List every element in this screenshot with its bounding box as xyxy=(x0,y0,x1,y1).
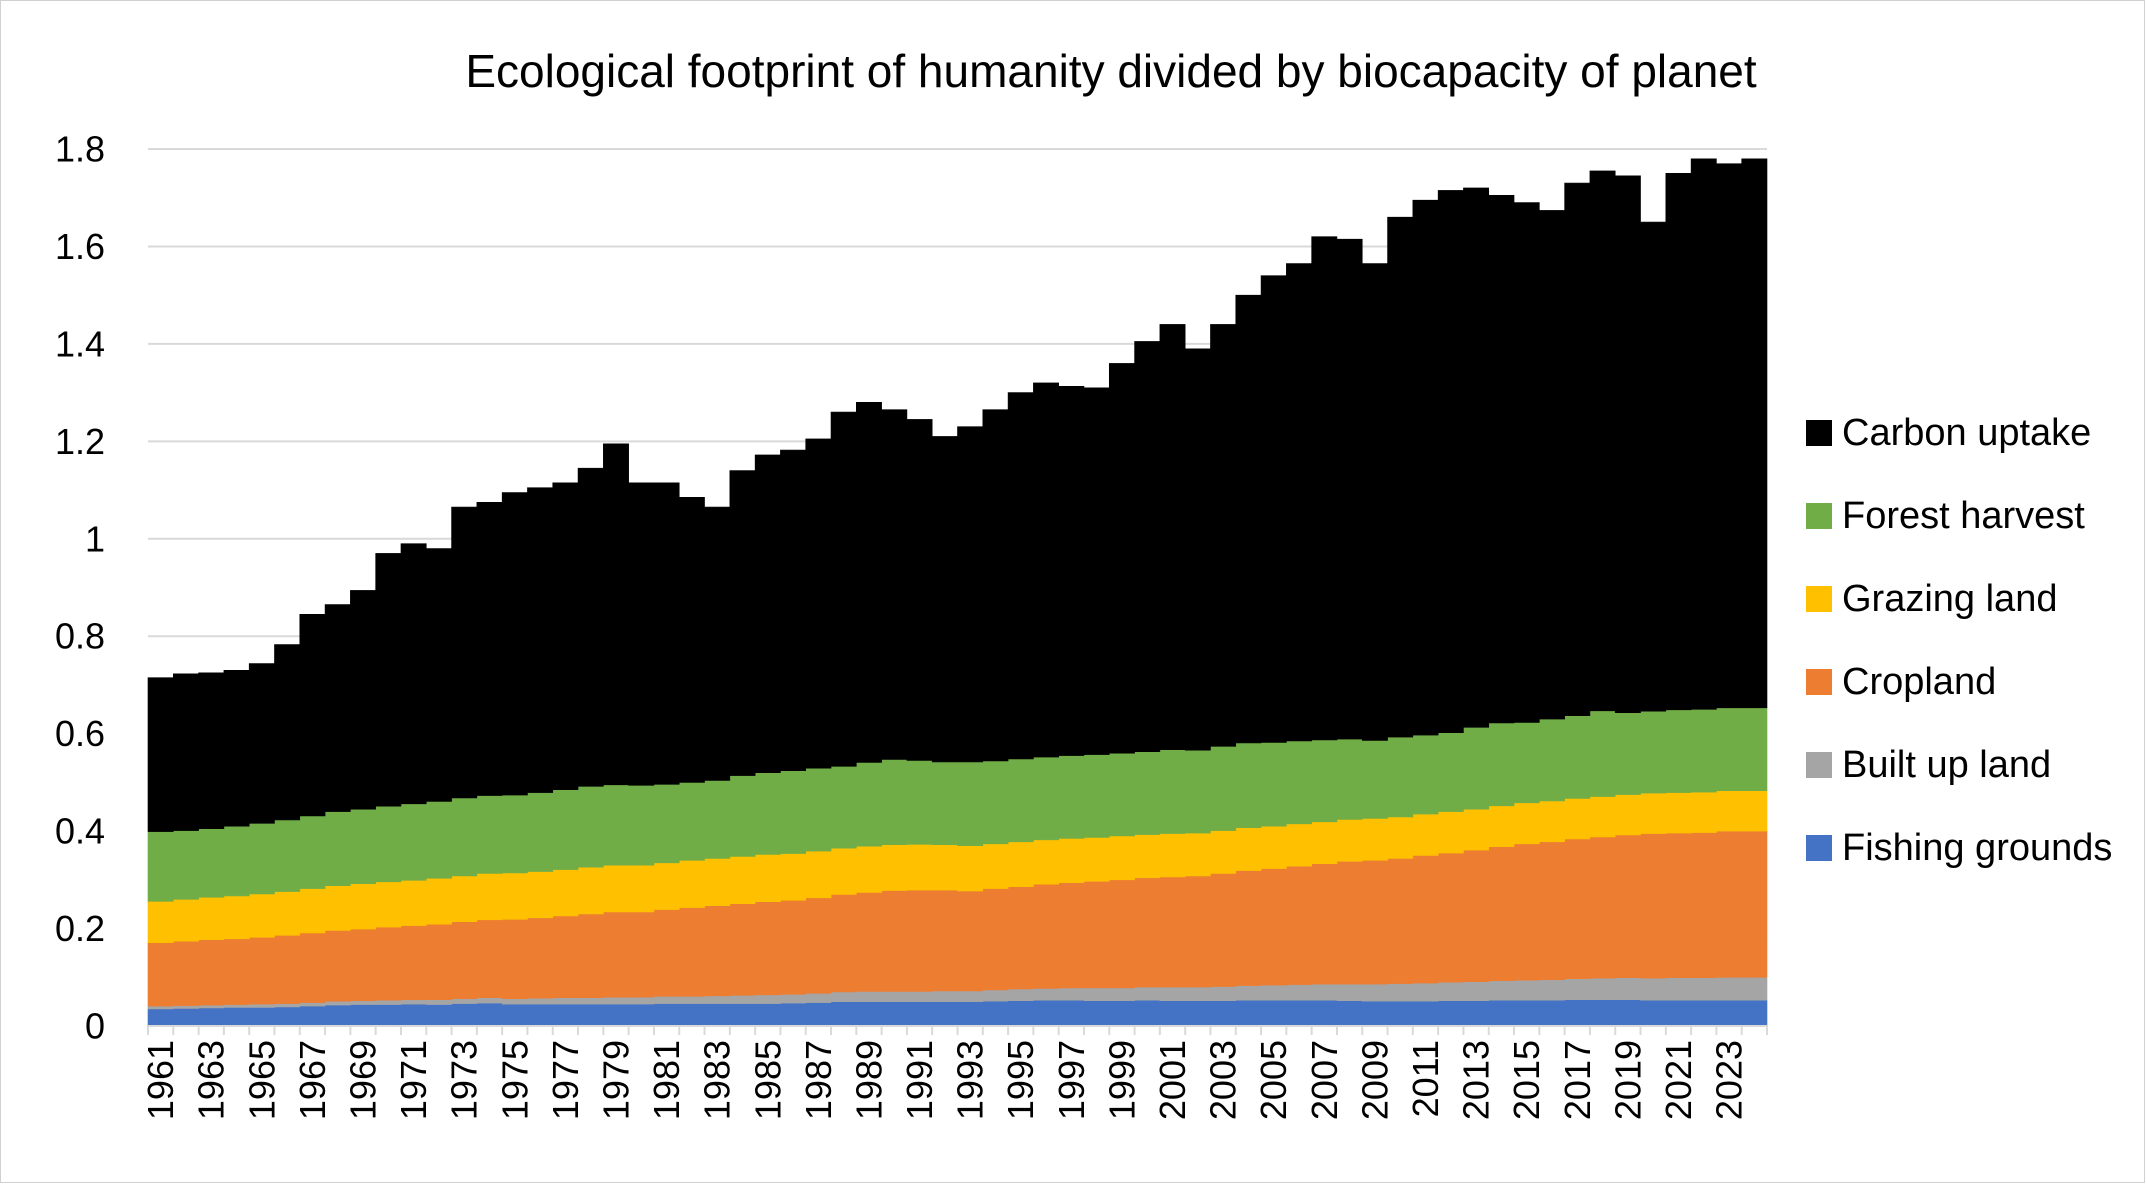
x-tick-label-1987: 1987 xyxy=(798,1040,839,1120)
y-tick-label-6: 1.2 xyxy=(55,421,105,462)
x-tick-label-1971: 1971 xyxy=(393,1040,434,1120)
legend-swatch-carbon-uptake xyxy=(1806,420,1832,446)
x-tick-label-1993: 1993 xyxy=(950,1040,991,1120)
y-tick-label-8: 1.6 xyxy=(55,226,105,267)
legend-label-carbon-uptake: Carbon uptake xyxy=(1842,412,2091,454)
x-tick-label-1991: 1991 xyxy=(899,1040,940,1120)
x-tick-label-2017: 2017 xyxy=(1557,1040,1598,1120)
area-carbon-uptake xyxy=(147,158,1768,832)
y-axis: 0 0.2 0.4 0.6 0.8 1 1.2 1.4 1.6 1.8 xyxy=(55,129,105,1047)
legend-label-cropland: Cropland xyxy=(1842,661,1996,703)
x-tick-label-1997: 1997 xyxy=(1051,1040,1092,1120)
legend-item-carbon-uptake: Carbon uptake xyxy=(1806,412,2091,454)
x-tick-label-1989: 1989 xyxy=(848,1040,889,1120)
legend-swatch-forest-harvest xyxy=(1806,503,1832,529)
x-tick-label-2019: 2019 xyxy=(1607,1040,1648,1120)
x-tick-label-2003: 2003 xyxy=(1203,1040,1244,1120)
x-tick-label-2011: 2011 xyxy=(1405,1040,1446,1117)
x-tick-label-2023: 2023 xyxy=(1709,1040,1750,1120)
legend-label-grazing-land: Grazing land xyxy=(1842,578,2057,620)
y-tick-label-7: 1.4 xyxy=(55,323,105,364)
legend-label-fishing-grounds: Fishing grounds xyxy=(1842,827,2112,869)
x-axis: 1961 1963 1965 1967 1969 1971 1973 1975 1977 1979… xyxy=(140,1025,1768,1120)
legend-item-cropland: Cropland xyxy=(1806,661,1996,703)
x-tick-label-2015: 2015 xyxy=(1506,1040,1547,1120)
x-tick-label-1975: 1975 xyxy=(494,1040,535,1120)
x-tick-label-1979: 1979 xyxy=(595,1040,636,1120)
legend-label-forest-harvest: Forest harvest xyxy=(1842,495,2085,537)
legend-swatch-grazing-land xyxy=(1806,586,1832,612)
y-tick-label-0: 0 xyxy=(85,1006,105,1047)
x-tick-label-1985: 1985 xyxy=(747,1040,788,1120)
legend-item-built-up-land: Built up land xyxy=(1806,744,2051,786)
legend-swatch-cropland xyxy=(1806,669,1832,695)
x-tick-label-1965: 1965 xyxy=(241,1040,282,1120)
x-tick-label-1999: 1999 xyxy=(1101,1040,1142,1120)
x-tick-label-2007: 2007 xyxy=(1304,1040,1345,1120)
x-tick-label-1981: 1981 xyxy=(646,1040,687,1120)
legend: Carbon uptake Forest harvest Grazing land C… xyxy=(1806,412,2112,869)
x-tick-label-2013: 2013 xyxy=(1456,1040,1497,1120)
x-tick-label-2021: 2021 xyxy=(1658,1040,1699,1120)
legend-item-grazing-land: Grazing land xyxy=(1806,578,2057,620)
area-series xyxy=(147,158,1768,1027)
y-tick-label-3: 0.6 xyxy=(55,713,105,754)
x-tick-label-1967: 1967 xyxy=(292,1040,333,1120)
legend-item-forest-harvest: Forest harvest xyxy=(1806,495,2085,537)
x-tick-label-1977: 1977 xyxy=(545,1040,586,1120)
x-tick-label-1969: 1969 xyxy=(343,1040,384,1120)
legend-swatch-built-up-land xyxy=(1806,752,1832,778)
y-tick-label-2: 0.4 xyxy=(55,811,105,852)
legend-item-fishing-grounds: Fishing grounds xyxy=(1806,827,2112,869)
y-tick-label-9: 1.8 xyxy=(55,129,105,170)
x-tick-label-1961: 1961 xyxy=(140,1040,181,1120)
legend-label-built-up-land: Built up land xyxy=(1842,744,2051,786)
x-tick-label-1973: 1973 xyxy=(444,1040,485,1120)
x-tick-label-1983: 1983 xyxy=(697,1040,738,1120)
x-tick-label-2005: 2005 xyxy=(1253,1040,1294,1120)
x-tick-label-1995: 1995 xyxy=(1000,1040,1041,1120)
x-tick-label-1963: 1963 xyxy=(191,1040,232,1120)
x-tick-label-2009: 2009 xyxy=(1354,1040,1395,1120)
y-tick-label-5: 1 xyxy=(85,518,105,559)
y-tick-label-4: 0.8 xyxy=(55,616,105,657)
legend-swatch-fishing-grounds xyxy=(1806,835,1832,861)
chart-title: Ecological footprint of humanity divided… xyxy=(465,45,1757,97)
x-tick-label-2001: 2001 xyxy=(1152,1040,1193,1120)
y-tick-label-1: 0.2 xyxy=(55,908,105,949)
